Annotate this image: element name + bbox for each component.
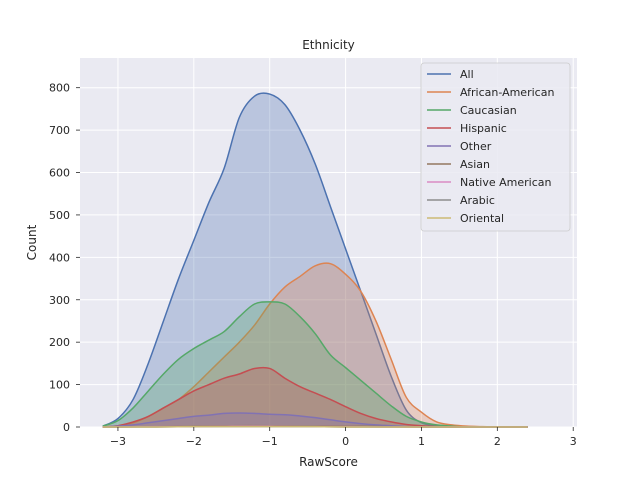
- x-tick-label: 3: [570, 435, 577, 448]
- x-axis-ticks: −3 −2 −1 0 1 2 3: [110, 427, 577, 448]
- x-tick-label: −1: [262, 435, 278, 448]
- legend-label: Caucasian: [460, 104, 517, 117]
- legend-item: Asian: [427, 158, 490, 171]
- series-area: [102, 301, 528, 427]
- y-tick-label: 400: [49, 251, 70, 264]
- legend-item: Arabic: [427, 194, 495, 207]
- legend-label: Asian: [460, 158, 490, 171]
- y-axis-title: Count: [25, 224, 39, 260]
- y-axis-ticks: 0 100 200 300 400 500 600 700 800: [49, 82, 80, 434]
- x-tick-label: 2: [494, 435, 501, 448]
- legend-label: Native American: [460, 176, 551, 189]
- legend-item: Native American: [427, 176, 551, 189]
- y-tick-label: 300: [49, 294, 70, 307]
- x-axis-title: RawScore: [299, 455, 358, 469]
- legend-frame: [420, 62, 571, 232]
- legend-item: African-American: [427, 86, 554, 99]
- y-tick-label: 700: [49, 124, 70, 137]
- legend-label: African-American: [460, 86, 554, 99]
- series-layer: [102, 92, 528, 428]
- series-area: [102, 93, 528, 427]
- legend-item: Caucasian: [427, 104, 517, 117]
- x-tick-label: 1: [418, 435, 425, 448]
- x-tick-label: 0: [342, 435, 349, 448]
- legend-item: Other: [427, 140, 492, 153]
- legend-label: All: [460, 68, 474, 81]
- legend-label: Arabic: [460, 194, 495, 207]
- series-area: [102, 413, 528, 427]
- series-area: [102, 263, 528, 427]
- legend-label: Hispanic: [460, 122, 507, 135]
- x-tick-label: −3: [110, 435, 126, 448]
- legend-item: Hispanic: [427, 122, 507, 135]
- legend-label: Other: [460, 140, 492, 153]
- legend-item: All: [427, 68, 474, 81]
- y-tick-label: 500: [49, 209, 70, 222]
- legend-item: Oriental: [427, 212, 504, 225]
- series-area: [102, 367, 528, 427]
- legend: All African-American Caucasian Hispanic Othe…: [420, 62, 571, 232]
- legend-label: Oriental: [460, 212, 504, 225]
- y-tick-label: 0: [63, 421, 70, 434]
- y-tick-label: 800: [49, 82, 70, 95]
- y-tick-label: 600: [49, 167, 70, 180]
- y-tick-label: 200: [49, 336, 70, 349]
- y-tick-label: 100: [49, 379, 70, 392]
- chart-title: Ethnicity: [302, 38, 355, 52]
- x-tick-label: −2: [186, 435, 202, 448]
